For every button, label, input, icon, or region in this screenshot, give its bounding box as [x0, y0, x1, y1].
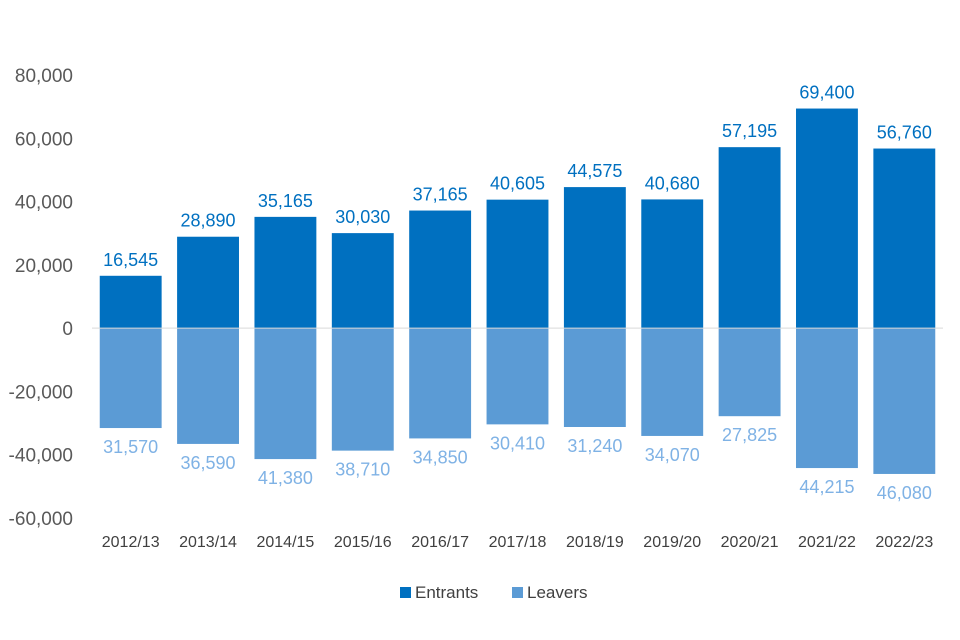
data-label-leavers: 38,710 — [335, 460, 390, 480]
data-label-entrants: 37,165 — [413, 185, 468, 205]
data-label-leavers: 34,850 — [413, 447, 468, 467]
x-tick-label: 2016/17 — [411, 534, 469, 551]
data-label-leavers: 34,070 — [645, 445, 700, 465]
y-tick-label: 20,000 — [15, 256, 73, 277]
y-tick-label: 80,000 — [15, 66, 73, 87]
bar-entrants-2020-21 — [718, 147, 781, 329]
legend-label-leavers: Leavers — [527, 583, 587, 602]
x-tick-label: 2015/16 — [334, 534, 392, 551]
data-label-entrants: 56,760 — [877, 123, 932, 143]
x-axis-labels: 2012/13 2013/14 2014/15 2015/16 2016/17 2017/… — [102, 534, 934, 551]
y-tick-label: 40,000 — [15, 193, 73, 214]
y-axis: 80,000 60,000 40,000 20,000 0 -20,000 -40,000 -… — [9, 66, 73, 530]
leavers-bars — [99, 328, 936, 474]
bar-entrants-2017-18 — [486, 199, 549, 329]
data-label-leavers: 41,380 — [258, 468, 313, 488]
data-label-leavers: 30,410 — [490, 433, 545, 453]
x-tick-label: 2014/15 — [256, 534, 314, 551]
bar-entrants-2018-19 — [563, 187, 626, 329]
data-labels: 16,545 31,570 28,890 36,590 35,165 41,380 30,0… — [103, 83, 932, 503]
data-label-entrants: 28,890 — [181, 211, 236, 231]
bar-entrants-2015-16 — [331, 233, 394, 329]
x-tick-label: 2021/22 — [798, 534, 856, 551]
x-tick-label: 2013/14 — [179, 534, 237, 551]
bar-leavers-2015-16 — [331, 328, 394, 451]
bar-leavers-2016-17 — [409, 328, 472, 439]
y-tick-label: 0 — [62, 319, 73, 340]
legend-swatch-leavers — [512, 587, 523, 598]
data-label-entrants: 35,165 — [258, 191, 313, 211]
data-label-leavers: 36,590 — [181, 453, 236, 473]
bar-entrants-2013-14 — [177, 236, 239, 329]
data-label-entrants: 30,030 — [335, 207, 390, 227]
bar-leavers-2018-19 — [563, 328, 626, 427]
bar-leavers-2017-18 — [486, 328, 549, 425]
y-tick-label: -40,000 — [9, 446, 73, 467]
bar-leavers-2012-13 — [99, 328, 162, 429]
y-tick-label: -20,000 — [9, 382, 73, 403]
x-tick-label: 2012/13 — [102, 534, 160, 551]
legend-swatch-entrants — [400, 587, 411, 598]
data-label-entrants: 40,605 — [490, 174, 545, 194]
bar-entrants-2014-15 — [254, 216, 317, 329]
bar-entrants-2021-22 — [796, 108, 858, 329]
bar-leavers-2022-23 — [873, 328, 936, 474]
data-label-leavers: 31,570 — [103, 437, 158, 457]
bar-entrants-2016-17 — [409, 210, 472, 329]
x-tick-label: 2020/21 — [721, 534, 779, 551]
data-label-entrants: 57,195 — [722, 121, 777, 141]
data-label-leavers: 44,215 — [799, 477, 854, 497]
bar-entrants-2022-23 — [873, 148, 936, 329]
data-label-leavers: 27,825 — [722, 425, 777, 445]
bar-leavers-2020-21 — [718, 328, 781, 417]
legend-label-entrants: Entrants — [415, 583, 478, 602]
data-label-entrants: 16,545 — [103, 250, 158, 270]
bar-leavers-2021-22 — [796, 328, 858, 469]
x-tick-label: 2017/18 — [489, 534, 547, 551]
bar-entrants-2012-13 — [99, 275, 162, 329]
data-label-entrants: 69,400 — [799, 83, 854, 103]
bar-leavers-2014-15 — [254, 328, 317, 460]
data-label-entrants: 40,680 — [645, 173, 700, 193]
x-tick-label: 2019/20 — [643, 534, 701, 551]
x-tick-label: 2022/23 — [875, 534, 933, 551]
y-tick-label: -60,000 — [9, 509, 73, 530]
bar-leavers-2019-20 — [641, 328, 704, 436]
x-tick-label: 2018/19 — [566, 534, 624, 551]
data-label-leavers: 46,080 — [877, 483, 932, 503]
y-tick-label: 60,000 — [15, 129, 73, 150]
bar-leavers-2013-14 — [177, 328, 239, 444]
bar-entrants-2019-20 — [641, 199, 704, 329]
data-label-entrants: 44,575 — [567, 161, 622, 181]
entrants-bars — [99, 108, 936, 329]
legend: Entrants Leavers — [400, 583, 587, 602]
data-label-leavers: 31,240 — [567, 436, 622, 456]
